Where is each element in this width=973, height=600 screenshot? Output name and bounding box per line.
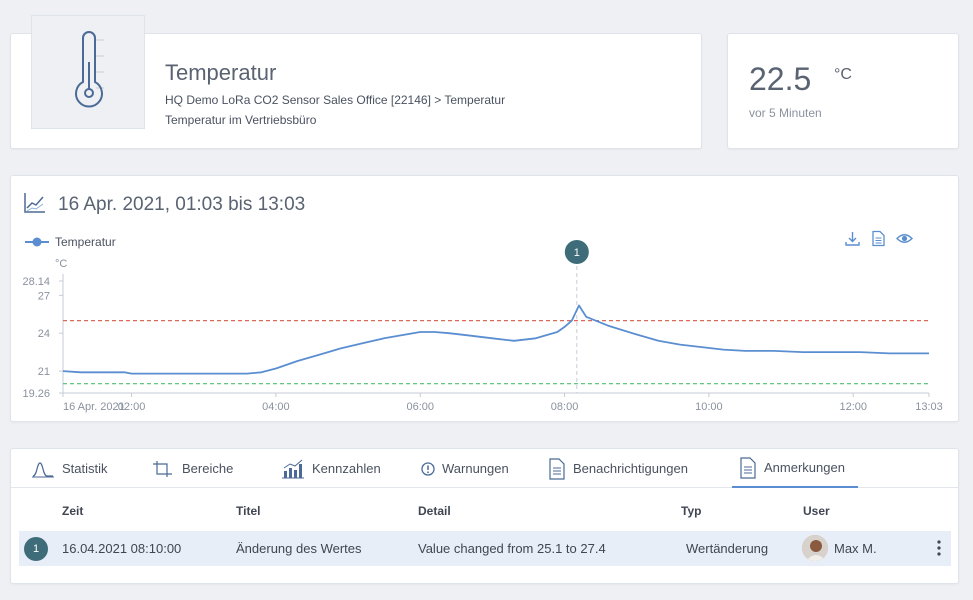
x-tick-label: 08:00 bbox=[551, 401, 579, 413]
tab-statistik[interactable]: Statistik bbox=[31, 449, 108, 488]
tab-anmerkungen[interactable]: Anmerkungen bbox=[732, 449, 858, 488]
statistics-icon bbox=[32, 461, 54, 477]
tab-label: Statistik bbox=[62, 461, 108, 476]
x-tick-label: 13:03 bbox=[915, 401, 943, 413]
annotation-marker bbox=[564, 240, 589, 264]
y-tick-label: 19.26 bbox=[22, 388, 50, 400]
document-icon[interactable] bbox=[870, 230, 887, 247]
sensor-thumbnail bbox=[31, 15, 145, 129]
thermometer-icon bbox=[75, 31, 104, 108]
x-tick-label: 02:00 bbox=[118, 401, 146, 413]
current-value: 22.5 bbox=[749, 61, 812, 97]
cell-detail: Value changed from 25.1 to 27.4 bbox=[418, 541, 606, 556]
sensor-info-card: Temperatur HQ Demo LoRa CO2 Sensor Sales… bbox=[10, 15, 702, 149]
chart-range-title: 16 Apr. 2021, 01:03 bis 13:03 bbox=[58, 194, 306, 215]
x-tick-label: 16 Apr. 2021 bbox=[63, 401, 125, 413]
column-header-titel[interactable]: Titel bbox=[236, 504, 261, 518]
column-header-user[interactable]: User bbox=[803, 504, 830, 518]
eye-icon[interactable] bbox=[896, 230, 913, 247]
cell-titel: Änderung des Wertes bbox=[236, 541, 362, 556]
tab-label: Anmerkungen bbox=[764, 460, 845, 475]
tab-label: Bereiche bbox=[182, 461, 234, 476]
tab-bar: Statistik Bereiche Kennzahlen Warnungen … bbox=[11, 449, 958, 488]
tab-label: Benachrichtigungen bbox=[573, 461, 688, 476]
chart-legend-item[interactable]: Temperatur bbox=[25, 235, 116, 249]
ranges-icon bbox=[153, 460, 172, 477]
cell-user: Max M. bbox=[834, 541, 877, 556]
sensor-description: Temperatur im Vertriebsbüro bbox=[165, 113, 317, 127]
document-icon bbox=[740, 456, 756, 479]
y-tick-label: 27 bbox=[38, 290, 50, 302]
tab-kennzahlen[interactable]: Kennzahlen bbox=[281, 449, 381, 488]
x-tick-label: 12:00 bbox=[839, 401, 867, 413]
legend-line-marker bbox=[25, 237, 49, 247]
current-unit: °C bbox=[834, 66, 852, 83]
bar-chart-icon bbox=[282, 459, 304, 478]
chart-card: 16 Apr. 2021, 01:03 bis 13:03 Temperatur… bbox=[10, 175, 959, 422]
line-chart-icon bbox=[24, 193, 45, 213]
legend-label: Temperatur bbox=[55, 235, 116, 249]
annotation-index-badge: 1 bbox=[24, 537, 48, 561]
tab-bereiche[interactable]: Bereiche bbox=[151, 449, 233, 488]
details-panel: Statistik Bereiche Kennzahlen Warnungen … bbox=[10, 448, 959, 584]
tab-label: Kennzahlen bbox=[312, 461, 381, 476]
x-tick-label: 06:00 bbox=[406, 401, 434, 413]
download-icon[interactable] bbox=[844, 230, 861, 247]
series-line-temperatur bbox=[62, 304, 929, 375]
avatar bbox=[802, 535, 828, 561]
annotation-marker-label: 1 bbox=[574, 247, 580, 259]
cell-typ: Wertänderung bbox=[686, 541, 769, 556]
document-icon bbox=[549, 457, 565, 480]
chart-toolbar bbox=[844, 230, 913, 247]
sensor-title: Temperatur bbox=[165, 60, 277, 85]
x-tick-label: 10:00 bbox=[695, 401, 723, 413]
x-tick-label: 04:00 bbox=[262, 401, 290, 413]
cell-zeit: 16.04.2021 08:10:00 bbox=[62, 541, 182, 556]
tab-label: Warnungen bbox=[442, 461, 509, 476]
tab-benachrichtigungen[interactable]: Benachrichtigungen bbox=[548, 449, 688, 488]
y-tick-label: 21 bbox=[38, 366, 50, 378]
more-options-icon[interactable] bbox=[933, 538, 945, 558]
y-tick-label: 24 bbox=[38, 328, 50, 340]
sensor-path[interactable]: HQ Demo LoRa CO2 Sensor Sales Office [22… bbox=[165, 93, 506, 107]
y-axis-unit: °C bbox=[55, 258, 67, 270]
current-value-card: 22.5 °C vor 5 Minuten bbox=[727, 33, 959, 149]
y-tick-label: 28.14 bbox=[22, 276, 50, 288]
column-header-detail[interactable]: Detail bbox=[418, 504, 451, 518]
tab-warnungen[interactable]: Warnungen bbox=[421, 449, 509, 488]
column-header-zeit[interactable]: Zeit bbox=[62, 504, 84, 518]
table-row[interactable]: 1 16.04.2021 08:10:00 Änderung des Werte… bbox=[19, 531, 951, 566]
last-update-age: vor 5 Minuten bbox=[749, 106, 822, 120]
column-header-typ[interactable]: Typ bbox=[681, 504, 702, 518]
warning-icon bbox=[421, 461, 435, 476]
